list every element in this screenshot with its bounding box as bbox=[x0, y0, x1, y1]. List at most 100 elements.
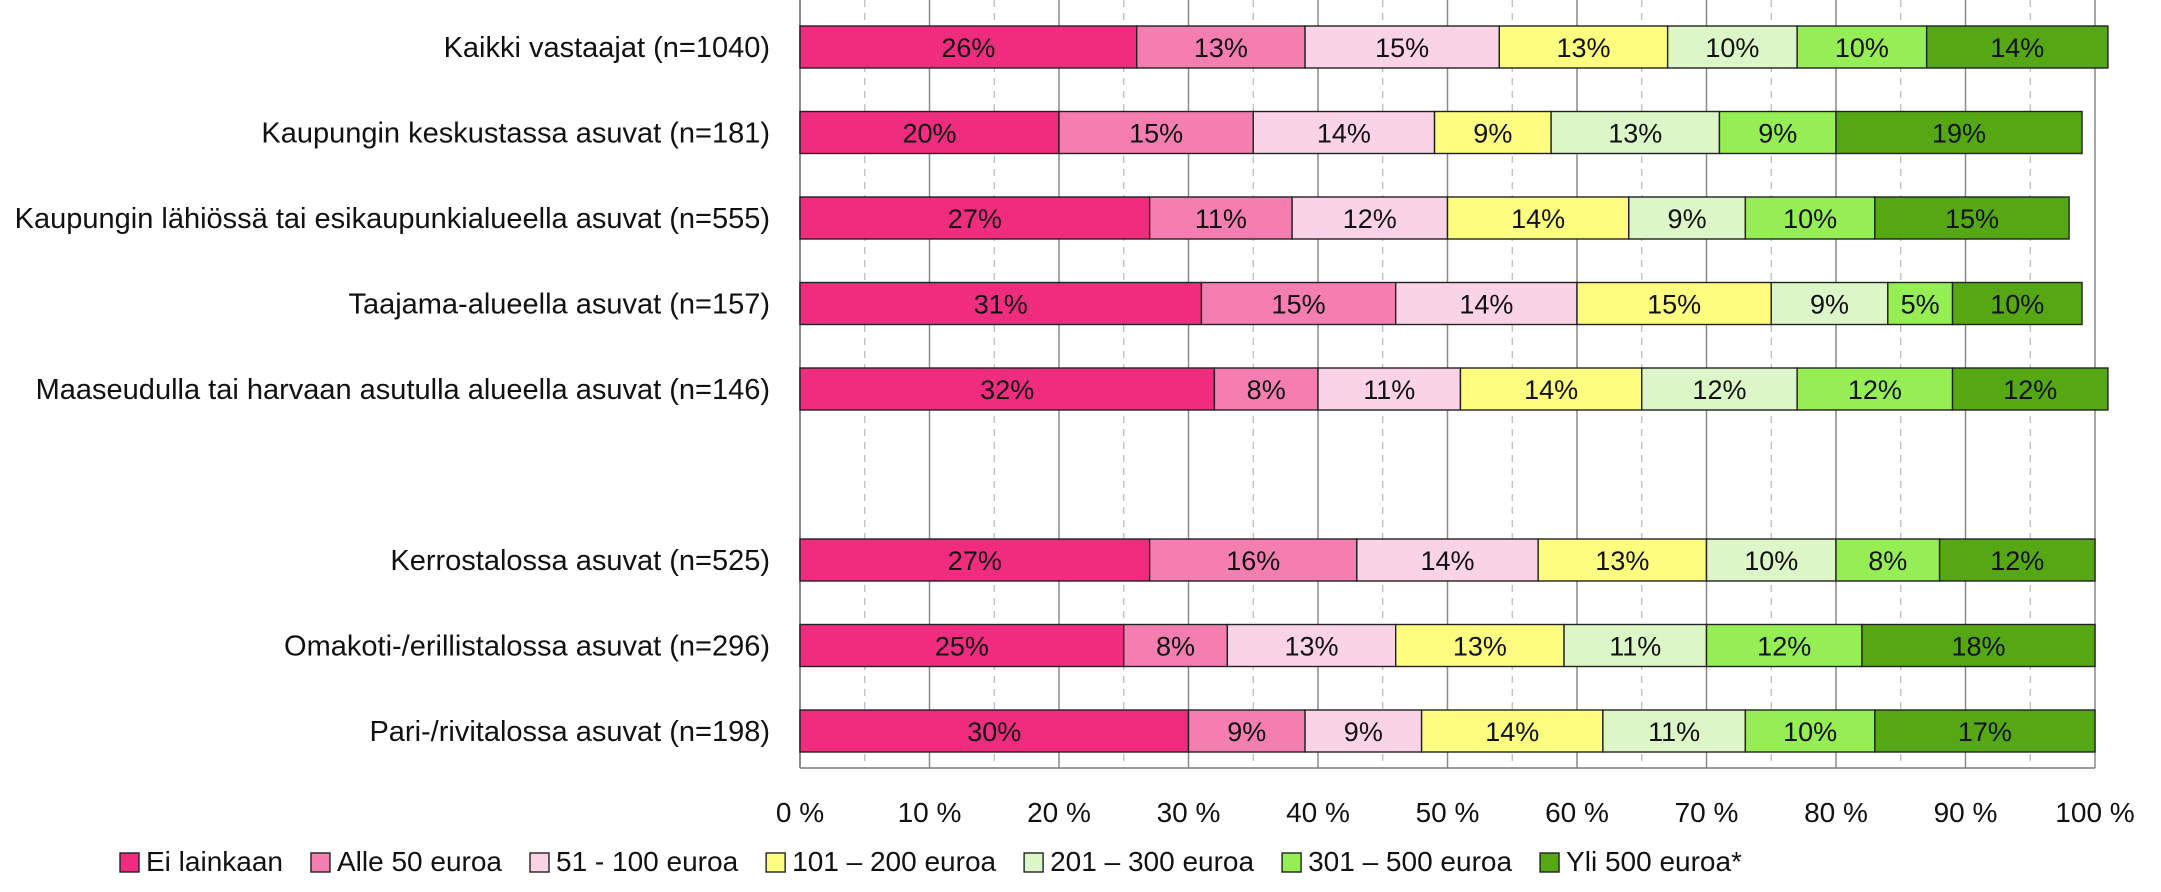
data-label: 15% bbox=[1129, 119, 1183, 149]
x-tick-label: 50 % bbox=[1416, 797, 1480, 828]
data-label: 9% bbox=[1227, 717, 1266, 747]
bar-segment-201-300-euroa bbox=[1550, 110, 1721, 155]
data-label: 14% bbox=[1317, 119, 1371, 149]
data-label: 14% bbox=[1990, 33, 2044, 63]
data-label: 10% bbox=[1990, 290, 2044, 320]
bar-segment-301-500-euroa bbox=[1744, 709, 1876, 753]
bar-segment-201-300-euroa bbox=[1641, 367, 1798, 411]
bar-segment-301-500-euroa bbox=[1796, 367, 1954, 411]
legend-label: 301 – 500 euroa bbox=[1308, 846, 1512, 877]
bar-segment-ei-lainkaan bbox=[799, 709, 1190, 753]
bar-segment-ei-lainkaan bbox=[799, 196, 1151, 240]
bar-segment-301-500-euroa bbox=[1705, 623, 1863, 668]
data-label: 10% bbox=[1705, 33, 1759, 63]
x-tick-label: 40 % bbox=[1286, 797, 1350, 828]
data-label: 11% bbox=[1609, 632, 1661, 662]
bar-segment-101-200-euroa bbox=[1446, 196, 1630, 240]
bar-segment-yli-500-euroa bbox=[1861, 623, 2096, 668]
bar-segment-yli-500-euroa bbox=[1874, 709, 2096, 753]
bar-segment-51-100-euroa bbox=[1252, 110, 1436, 155]
category-label: Omakoti-/erillistalossa asuvat (n=296) bbox=[284, 631, 770, 663]
data-label: 17% bbox=[1958, 717, 2012, 747]
data-label: 10% bbox=[1835, 33, 1889, 63]
legend-label: Ei lainkaan bbox=[146, 846, 283, 877]
legend-swatch bbox=[310, 852, 331, 873]
bar-segment-ei-lainkaan bbox=[799, 367, 1216, 411]
data-label: 13% bbox=[1285, 632, 1339, 662]
bar-segment-301-500-euroa bbox=[1718, 110, 1837, 155]
x-tick-label: 60 % bbox=[1545, 797, 1609, 828]
data-label: 32% bbox=[980, 375, 1034, 405]
legend-label: 201 – 300 euroa bbox=[1050, 846, 1254, 877]
data-label: 11% bbox=[1363, 375, 1415, 405]
data-label: 11% bbox=[1195, 204, 1247, 234]
data-label: 12% bbox=[1990, 546, 2044, 576]
data-label: 27% bbox=[948, 204, 1002, 234]
category-label: Maaseudulla tai harvaan asutulla alueell… bbox=[36, 374, 770, 406]
data-label: 14% bbox=[1459, 290, 1513, 320]
legend-label: Alle 50 euroa bbox=[337, 846, 502, 877]
data-label: 13% bbox=[1453, 632, 1507, 662]
bar-segment-101-200-euroa bbox=[1420, 709, 1604, 753]
data-label: 12% bbox=[1343, 204, 1397, 234]
bar-segment-alle-50-euroa bbox=[1200, 281, 1397, 326]
bar-segment-101-200-euroa bbox=[1394, 623, 1565, 668]
bar-segment-51-100-euroa bbox=[1304, 709, 1423, 753]
data-label: 30% bbox=[967, 717, 1021, 747]
data-label: 9% bbox=[1810, 290, 1849, 320]
data-label: 14% bbox=[1511, 204, 1565, 234]
data-label: 18% bbox=[1951, 632, 2005, 662]
legend-swatch bbox=[765, 852, 786, 873]
data-label: 9% bbox=[1668, 204, 1707, 234]
category-label: Taajama-alueella asuvat (n=157) bbox=[348, 289, 770, 321]
bars: 26% 13% 15% 13% 10% 10% 14% 20% 15% 14% 9% 13% 9% 19%… bbox=[799, 25, 2109, 753]
data-label: 10% bbox=[1744, 546, 1798, 576]
data-label: 13% bbox=[1556, 33, 1610, 63]
x-tick-label: 30 % bbox=[1157, 797, 1221, 828]
bar-segment-alle-50-euroa bbox=[1148, 538, 1358, 582]
category-label: Kaikki vastaajat (n=1040) bbox=[444, 32, 770, 64]
x-tick-label: 0 % bbox=[776, 797, 824, 828]
legend-swatch bbox=[1539, 852, 1560, 873]
legend-swatch bbox=[529, 852, 550, 873]
category-label: Pari-/rivitalossa asuvat (n=198) bbox=[369, 716, 770, 748]
bar-segment-ei-lainkaan bbox=[799, 281, 1203, 326]
category-labels: Kaikki vastaajat (n=1040) Kaupungin kesku… bbox=[15, 32, 770, 748]
x-tick-label: 80 % bbox=[1804, 797, 1868, 828]
bar-segment-201-300-euroa bbox=[1628, 196, 1747, 240]
bar-segment-101-200-euroa bbox=[1576, 281, 1772, 326]
bar-segment-alle-50-euroa bbox=[1135, 25, 1306, 69]
data-label: 13% bbox=[1194, 33, 1248, 63]
category-label: Kaupungin keskustassa asuvat (n=181) bbox=[261, 118, 770, 150]
bar-segment-alle-50-euroa bbox=[1123, 623, 1229, 668]
data-label: 14% bbox=[1524, 375, 1578, 405]
bar-segment-301-500-euroa bbox=[1835, 538, 1941, 582]
data-label: 12% bbox=[2003, 375, 2057, 405]
bar-segment-301-500-euroa bbox=[1744, 196, 1876, 240]
data-label: 9% bbox=[1344, 717, 1383, 747]
bar-segment-301-500-euroa bbox=[1887, 281, 1954, 326]
x-axis-ticks: 0 % 10 % 20 % 30 % 40 % 50 % 60 % 70 % 80 % 90 % 1… bbox=[776, 797, 2135, 828]
category-label: Kaupungin lähiössä tai esikaupunkialueel… bbox=[15, 203, 770, 235]
data-label: 9% bbox=[1473, 119, 1512, 149]
bar-segment-alle-50-euroa bbox=[1148, 196, 1293, 240]
data-label: 9% bbox=[1758, 119, 1797, 149]
legend-label: 101 – 200 euroa bbox=[792, 846, 996, 877]
legend: Ei lainkaan Alle 50 euroa 51 - 100 euroa 10… bbox=[119, 846, 1742, 877]
bar-segment-yli-500-euroa bbox=[1951, 367, 2109, 411]
data-label: 14% bbox=[1420, 546, 1474, 576]
bar-segment-101-200-euroa bbox=[1459, 367, 1643, 411]
bar-segment-201-300-euroa bbox=[1602, 709, 1747, 753]
bar-segment-yli-500-euroa bbox=[1938, 538, 2096, 582]
bar-segment-51-100-euroa bbox=[1291, 196, 1449, 240]
data-label: 14% bbox=[1485, 717, 1539, 747]
bar-segment-51-100-euroa bbox=[1226, 623, 1397, 668]
x-tick-label: 70 % bbox=[1675, 797, 1739, 828]
bar-segment-101-200-euroa bbox=[1433, 110, 1552, 155]
bar-segment-alle-50-euroa bbox=[1187, 709, 1306, 753]
data-label: 26% bbox=[941, 33, 995, 63]
bar-segment-201-300-euroa bbox=[1563, 623, 1708, 668]
data-label: 16% bbox=[1226, 546, 1280, 576]
bar-segment-yli-500-euroa bbox=[1951, 281, 2083, 326]
